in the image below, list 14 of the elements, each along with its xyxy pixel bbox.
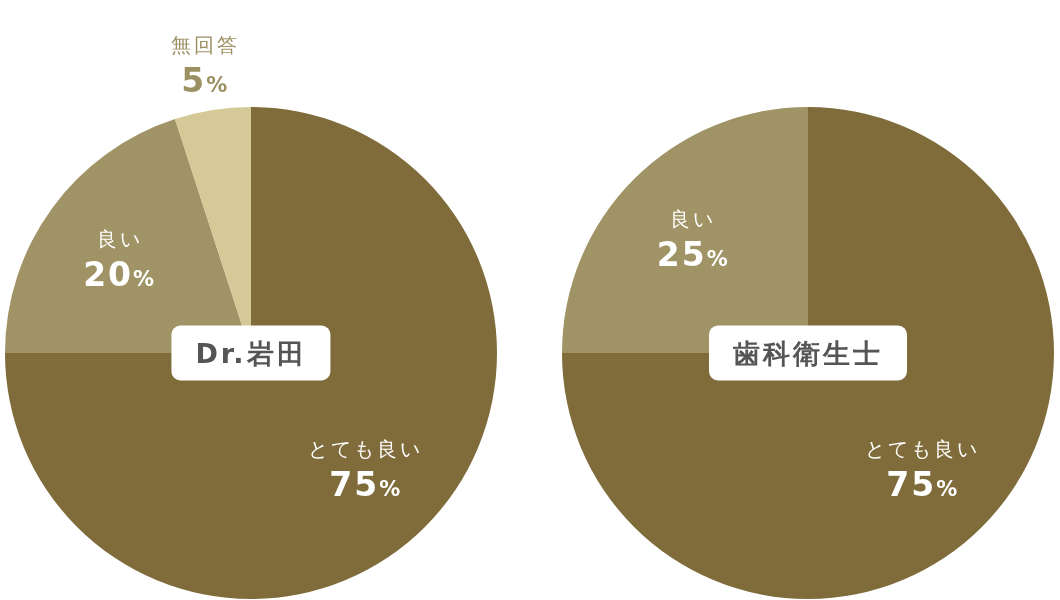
- slice-label: とても良い: [308, 436, 424, 461]
- data-label: 75%: [886, 464, 960, 504]
- text: 歯科衛生士: [709, 325, 907, 381]
- text: Dr.岩田: [171, 325, 331, 381]
- pie-slice: [562, 107, 1054, 599]
- data-label: 25%: [656, 235, 730, 275]
- data-label: 75%: [329, 464, 403, 504]
- data-label: 5%: [181, 60, 230, 100]
- slice-label: 良い: [96, 226, 143, 251]
- data-label: 20%: [83, 254, 157, 294]
- pie-slice: [5, 107, 497, 599]
- slice-label: 良い: [670, 207, 717, 232]
- slice-label: とても良い: [865, 436, 981, 461]
- slice-label: 無回答: [170, 32, 240, 57]
